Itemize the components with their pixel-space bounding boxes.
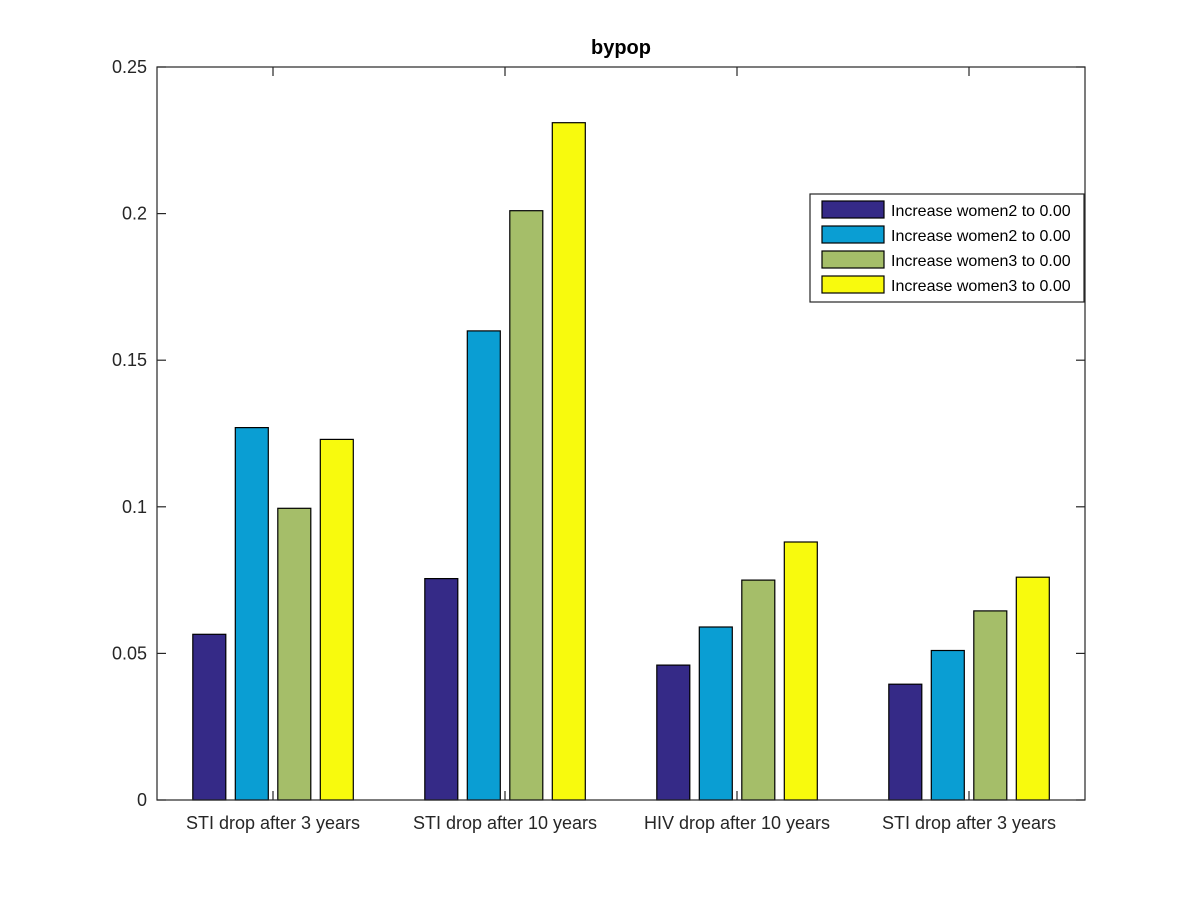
legend-swatch-4 [821, 275, 885, 294]
bars-layer [192, 122, 1050, 801]
bar-series3-2 [509, 210, 544, 801]
plot-frame [156, 66, 1086, 801]
legend-label-3: Increase women3 to 0.00 [891, 253, 1071, 270]
bar-series4-1 [319, 438, 354, 801]
legend-label-2: Increase women2 to 0.00 [891, 228, 1071, 245]
bar-series3-4 [973, 610, 1008, 801]
legend-swatch-2 [821, 225, 885, 244]
bar-series4-2 [551, 122, 586, 801]
labels-layer: 0 0.05 0.1 0.15 0.2 0.25 STI drop after 3 year… [112, 57, 1056, 833]
x-tick-label-3: STI drop after 3 years [882, 813, 1056, 833]
bar-series2-4 [930, 649, 965, 801]
ticks-layer [157, 66, 1085, 801]
bar-series1-1 [192, 633, 227, 801]
legend-swatch-1 [821, 200, 885, 219]
x-tick-label-1: STI drop after 10 years [413, 813, 597, 833]
bar-series1-4 [888, 683, 923, 801]
bar-series3-1 [277, 507, 312, 801]
x-tick-label-2: HIV drop after 10 years [644, 813, 830, 833]
bar-series2-3 [698, 626, 733, 801]
bar-series2-2 [466, 330, 501, 801]
x-tick-label-0: STI drop after 3 years [186, 813, 360, 833]
y-tick-label-2: 0.1 [122, 497, 147, 517]
bar-series2-1 [234, 427, 269, 801]
bar-series1-3 [656, 664, 691, 801]
bar-series4-3 [783, 541, 818, 801]
legend-label-1: Increase women2 to 0.00 [891, 203, 1071, 220]
y-tick-label-5: 0.25 [112, 57, 147, 77]
chart-title: bypop [591, 37, 651, 59]
y-tick-label-3: 0.15 [112, 350, 147, 370]
bar-series3-3 [741, 579, 776, 801]
bar-series4-4 [1015, 576, 1050, 801]
bar-series1-2 [424, 577, 459, 801]
legend: Increase women2 to 0.00 Increase women2 t… [809, 193, 1085, 303]
y-tick-label-0: 0 [137, 790, 147, 810]
y-tick-label-1: 0.05 [112, 643, 147, 663]
legend-swatch-3 [821, 250, 885, 269]
legend-label-4: Increase women3 to 0.00 [891, 278, 1071, 295]
y-tick-label-4: 0.2 [122, 204, 147, 224]
